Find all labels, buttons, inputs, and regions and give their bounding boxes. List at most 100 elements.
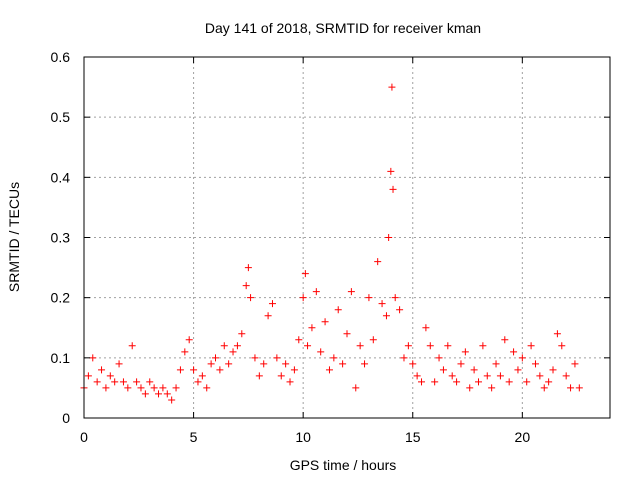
data-point — [356, 342, 364, 350]
data-point — [470, 366, 478, 374]
data-point — [527, 342, 535, 350]
data-point — [388, 83, 396, 91]
y-tick-label: 0.5 — [51, 109, 71, 125]
data-point — [216, 366, 224, 374]
data-point — [304, 342, 312, 350]
data-point — [176, 366, 184, 374]
y-tick-label: 0.3 — [51, 230, 71, 246]
data-point — [413, 372, 421, 380]
y-tick-label: 0.6 — [51, 49, 71, 65]
data-point — [264, 312, 272, 320]
data-point — [242, 282, 250, 290]
data-point — [431, 378, 439, 386]
data-point — [453, 378, 461, 386]
x-tick-label: 5 — [190, 429, 198, 445]
data-point — [352, 384, 360, 392]
data-point — [133, 378, 141, 386]
data-point — [365, 294, 373, 302]
data-point — [496, 372, 504, 380]
data-point — [229, 348, 237, 356]
data-point — [505, 378, 513, 386]
data-point — [290, 366, 298, 374]
data-point — [299, 294, 307, 302]
data-point — [244, 264, 252, 272]
data-point — [233, 342, 241, 350]
data-point — [308, 324, 316, 332]
data-point — [124, 384, 132, 392]
y-tick-label: 0.2 — [51, 290, 71, 306]
data-point — [501, 336, 509, 344]
data-point — [225, 360, 233, 368]
data-point — [575, 384, 583, 392]
data-point — [203, 384, 211, 392]
data-point — [444, 342, 452, 350]
data-point — [361, 360, 369, 368]
data-point — [382, 312, 390, 320]
data-points — [80, 83, 583, 404]
data-point — [540, 384, 548, 392]
data-point — [247, 294, 255, 302]
axis-ticks — [83, 56, 610, 419]
data-point — [385, 234, 393, 241]
data-point — [185, 336, 193, 344]
data-point — [461, 348, 469, 356]
data-point — [220, 342, 228, 350]
data-point — [301, 270, 309, 278]
data-point — [150, 384, 158, 392]
data-point — [260, 360, 268, 368]
data-point — [334, 306, 342, 314]
x-tick-label: 0 — [80, 429, 88, 445]
data-point — [523, 378, 531, 386]
data-point — [558, 342, 566, 350]
y-axis-label: SRMTID / TECUs — [6, 182, 22, 292]
data-point — [317, 348, 325, 356]
data-point — [84, 372, 92, 380]
data-point — [330, 354, 338, 362]
data-point — [282, 360, 290, 368]
data-point — [155, 390, 163, 398]
data-point — [466, 384, 474, 392]
data-point — [562, 372, 570, 380]
data-point — [435, 354, 443, 362]
data-point — [238, 330, 246, 338]
data-point — [115, 360, 123, 368]
y-tick-label: 0 — [62, 410, 70, 426]
data-point — [255, 372, 263, 380]
data-point — [389, 185, 397, 193]
chart-title: Day 141 of 2018, SRMTID for receiver kma… — [205, 20, 481, 36]
data-point — [273, 354, 281, 362]
data-point — [448, 372, 456, 380]
data-point — [400, 354, 408, 362]
data-point — [128, 342, 136, 350]
data-point — [325, 366, 333, 374]
data-point — [347, 288, 355, 296]
data-point — [251, 354, 259, 362]
data-point — [212, 354, 219, 362]
data-point — [181, 348, 189, 356]
data-point — [98, 366, 106, 374]
data-point — [321, 318, 329, 326]
x-axis-label: GPS time / hours — [290, 457, 397, 473]
data-point — [102, 384, 110, 392]
data-point — [418, 378, 426, 386]
data-point — [268, 300, 276, 308]
data-point — [409, 360, 417, 368]
data-point — [163, 390, 171, 398]
data-point — [146, 378, 154, 386]
data-point — [479, 342, 487, 350]
data-point — [339, 360, 347, 368]
data-point — [194, 378, 202, 386]
data-point — [137, 384, 145, 392]
data-point — [531, 360, 539, 368]
data-point — [439, 366, 447, 374]
x-tick-label: 10 — [295, 429, 311, 445]
data-point — [141, 390, 149, 398]
data-point — [404, 342, 412, 350]
data-point — [483, 372, 491, 380]
data-point — [518, 354, 526, 362]
y-tick-label: 0.4 — [51, 169, 71, 185]
data-point — [159, 384, 167, 392]
x-tick-label: 20 — [515, 429, 531, 445]
